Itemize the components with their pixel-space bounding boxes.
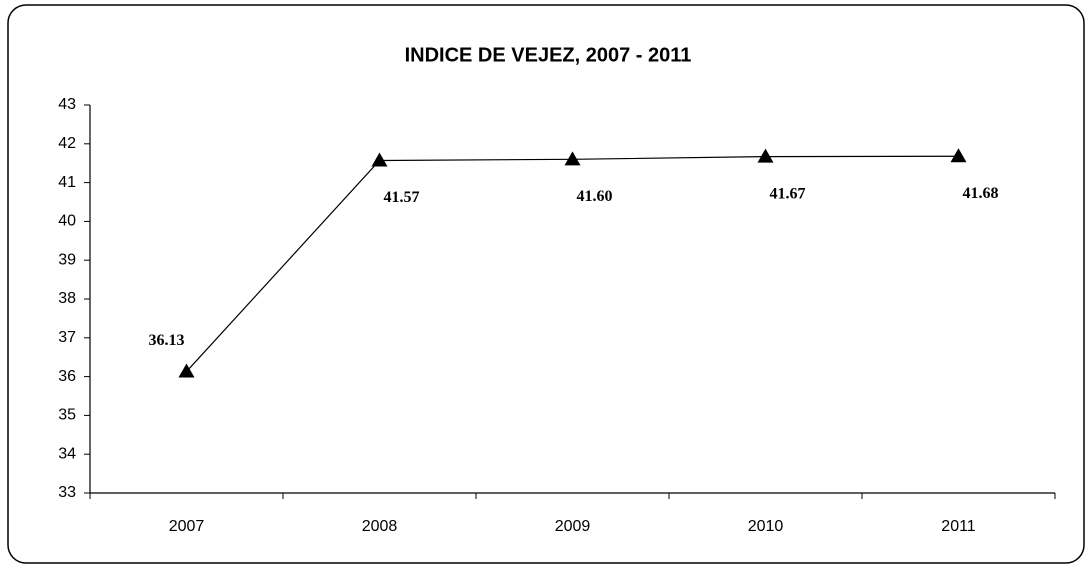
y-tick-label: 43 bbox=[58, 96, 76, 113]
data-marker bbox=[950, 148, 967, 163]
data-label: 41.68 bbox=[963, 185, 999, 202]
y-tick-label: 41 bbox=[58, 174, 76, 191]
x-tick-label: 2008 bbox=[362, 518, 398, 535]
x-tick-label: 2011 bbox=[941, 518, 976, 535]
y-tick-label: 38 bbox=[58, 290, 76, 307]
y-tick-label: 42 bbox=[58, 135, 76, 152]
y-tick-label: 39 bbox=[58, 251, 76, 268]
y-tick-label: 34 bbox=[58, 445, 76, 462]
data-label: 41.67 bbox=[770, 185, 806, 202]
y-tick-label: 37 bbox=[58, 329, 76, 346]
data-marker bbox=[564, 151, 581, 166]
data-marker bbox=[371, 152, 388, 167]
data-label: 41.57 bbox=[384, 189, 420, 206]
data-marker bbox=[757, 148, 774, 163]
y-tick-label: 35 bbox=[58, 407, 76, 424]
chart-title: INDICE DE VEJEZ, 2007 - 2011 bbox=[405, 44, 692, 66]
data-label: 36.13 bbox=[149, 332, 185, 349]
y-tick-label: 36 bbox=[58, 368, 76, 385]
data-label: 41.60 bbox=[577, 188, 613, 205]
x-tick-label: 2010 bbox=[748, 518, 784, 535]
chart-frame bbox=[7, 4, 1085, 564]
x-tick-label: 2009 bbox=[555, 518, 591, 535]
y-tick-label: 40 bbox=[58, 213, 76, 230]
y-tick-label: 33 bbox=[58, 484, 76, 501]
data-marker bbox=[178, 363, 195, 378]
x-tick-label: 2007 bbox=[169, 518, 205, 535]
